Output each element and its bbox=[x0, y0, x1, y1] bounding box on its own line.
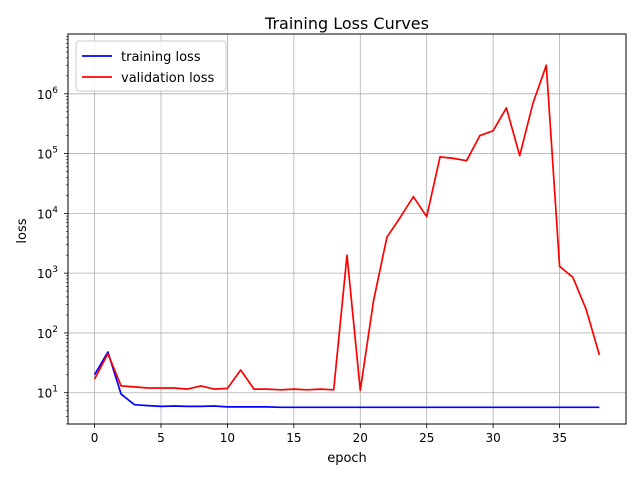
x-tick-label: 10 bbox=[220, 431, 235, 445]
legend: training loss validation loss bbox=[75, 40, 227, 92]
y-tick-label: 106 bbox=[37, 86, 58, 102]
legend-label-training-loss: training loss bbox=[121, 50, 201, 65]
y-tick-label: 104 bbox=[37, 205, 58, 221]
legend-label-validation-loss: validation loss bbox=[121, 71, 214, 86]
x-tick-label: 15 bbox=[286, 431, 301, 445]
series-line-training-loss bbox=[93, 351, 600, 409]
x-axis-ticks: 0 5 10 15 20 25 30 35 bbox=[91, 424, 567, 445]
x-tick-label: 35 bbox=[552, 431, 567, 445]
series-line-validation-loss bbox=[93, 64, 601, 392]
plot-frame bbox=[67, 33, 627, 425]
x-tick-label: 5 bbox=[157, 431, 165, 445]
chart-title: Training Loss Curves bbox=[264, 14, 429, 33]
legend-box bbox=[75, 40, 227, 92]
x-axis-label: epoch bbox=[327, 451, 367, 466]
y-tick-label: 101 bbox=[37, 385, 58, 401]
y-tick-label: 102 bbox=[37, 325, 58, 341]
series-lines bbox=[93, 64, 601, 409]
x-tick-label: 25 bbox=[419, 431, 434, 445]
x-tick-label: 0 bbox=[91, 431, 99, 445]
y-axis-label: loss bbox=[15, 218, 30, 243]
x-tick-label: 20 bbox=[353, 431, 368, 445]
y-axis-ticks: 101 102 103 104 105 106 bbox=[37, 36, 68, 425]
y-tick-label: 105 bbox=[37, 146, 58, 162]
gridlines bbox=[68, 34, 626, 424]
y-tick-label: 103 bbox=[37, 265, 58, 281]
x-tick-label: 30 bbox=[486, 431, 501, 445]
